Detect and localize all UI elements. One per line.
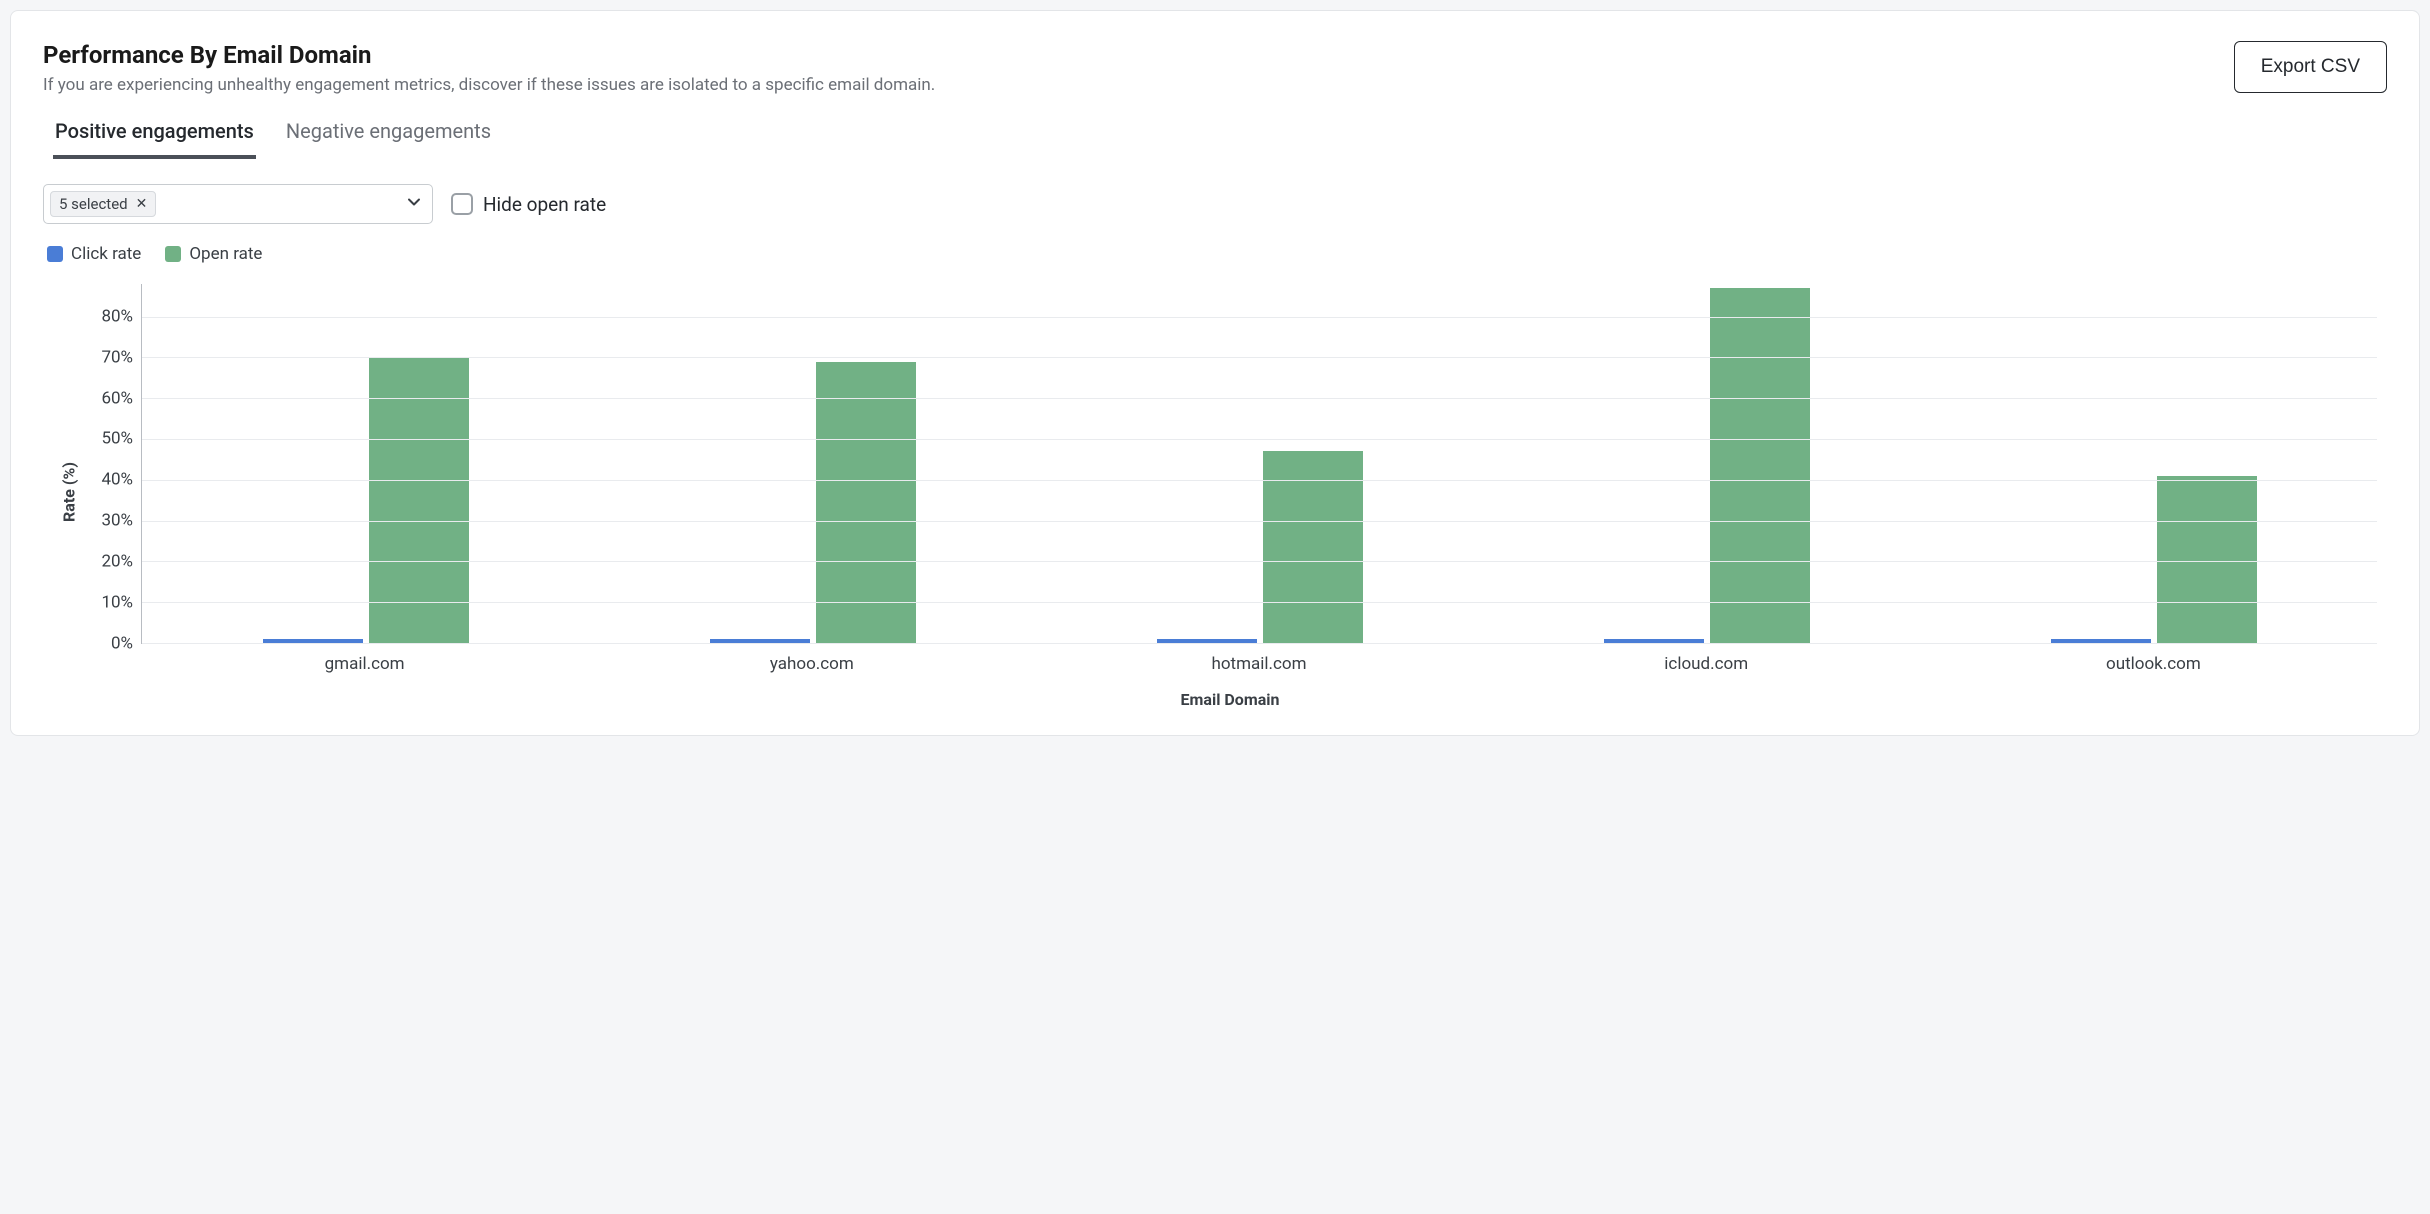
x-tick: yahoo.com — [588, 644, 1035, 674]
chart-controls: 5 selected ✕ Hide open rate — [43, 184, 2387, 224]
y-tick: 80% — [101, 308, 133, 325]
bar-open-rate[interactable] — [2157, 476, 2257, 643]
gridline — [142, 480, 2377, 481]
x-axis: 80%70%60%50%40%30%20%10%0% gmail.comyaho… — [83, 644, 2377, 674]
plot-area — [141, 284, 2377, 644]
y-tick: 40% — [101, 472, 133, 489]
x-tick: gmail.com — [141, 644, 588, 674]
hide-open-rate-toggle[interactable]: Hide open rate — [451, 193, 606, 216]
performance-by-domain-card: Performance By Email Domain If you are e… — [10, 10, 2420, 736]
gridline — [142, 439, 2377, 440]
bar-open-rate[interactable] — [369, 357, 469, 643]
y-axis: 80%70%60%50%40%30%20%10%0% — [83, 284, 141, 644]
gridline — [142, 317, 2377, 318]
header-text: Performance By Email Domain If you are e… — [43, 41, 935, 95]
card-header: Performance By Email Domain If you are e… — [43, 41, 2387, 95]
x-tick: outlook.com — [1930, 644, 2377, 674]
legend-swatch — [165, 246, 181, 262]
bar-open-rate[interactable] — [816, 362, 916, 643]
bar-group — [1930, 284, 2377, 643]
x-tick: icloud.com — [1483, 644, 1930, 674]
y-tick: 60% — [101, 390, 133, 407]
y-tick: 10% — [101, 595, 133, 612]
legend-label: Click rate — [71, 244, 141, 264]
tab-positive-engagements[interactable]: Positive engagements — [53, 119, 256, 159]
chart-legend: Click rate Open rate — [43, 244, 2387, 264]
hide-open-rate-checkbox[interactable] — [451, 193, 473, 215]
y-tick: 0% — [111, 636, 133, 653]
y-tick: 50% — [101, 431, 133, 448]
legend-item-open-rate: Open rate — [165, 244, 262, 264]
x-tick: hotmail.com — [1035, 644, 1482, 674]
clear-selection-icon[interactable]: ✕ — [136, 196, 148, 212]
bar-group — [142, 284, 589, 643]
legend-label: Open rate — [189, 244, 262, 264]
bar-open-rate[interactable] — [1710, 288, 1810, 643]
tab-negative-engagements[interactable]: Negative engagements — [284, 119, 493, 159]
chart-plot: 80%70%60%50%40%30%20%10%0% — [83, 284, 2377, 644]
domain-multiselect[interactable]: 5 selected ✕ — [43, 184, 433, 224]
gridline — [142, 357, 2377, 358]
gridline — [142, 602, 2377, 603]
export-csv-button[interactable]: Export CSV — [2234, 41, 2387, 93]
selected-count-label: 5 selected — [59, 195, 128, 213]
y-axis-label: Rate (%) — [59, 462, 78, 522]
bar-group — [589, 284, 1036, 643]
card-title: Performance By Email Domain — [43, 41, 935, 69]
chart-container: Rate (%) 80% 70% 60% 50% 40% 30% 20% 10% 0% 80%7… — [43, 274, 2387, 709]
chevron-down-icon — [406, 194, 422, 214]
selected-count-chip: 5 selected ✕ — [50, 191, 156, 217]
engagement-tabs: Positive engagements Negative engagements — [43, 119, 2387, 160]
x-axis-ticks: gmail.comyahoo.comhotmail.comicloud.como… — [141, 644, 2377, 674]
y-tick: 70% — [101, 349, 133, 366]
legend-item-click-rate: Click rate — [47, 244, 141, 264]
gridline — [142, 398, 2377, 399]
gridline — [142, 561, 2377, 562]
y-tick: 30% — [101, 513, 133, 530]
gridline — [142, 521, 2377, 522]
bar-group — [1483, 284, 1930, 643]
gridline — [142, 643, 2377, 644]
bar-group — [1036, 284, 1483, 643]
x-axis-label: Email Domain — [83, 690, 2377, 709]
y-tick: 20% — [101, 554, 133, 571]
legend-swatch — [47, 246, 63, 262]
hide-open-rate-label: Hide open rate — [483, 193, 606, 216]
card-subtitle: If you are experiencing unhealthy engage… — [43, 75, 935, 95]
bars-layer — [142, 284, 2377, 643]
